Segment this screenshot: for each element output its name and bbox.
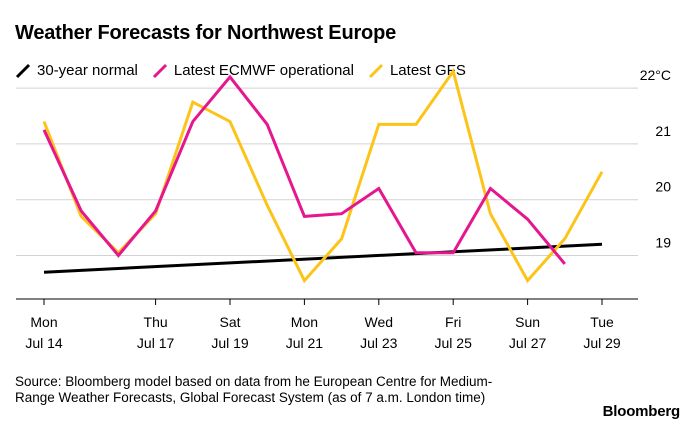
legend-swatch-gfs-icon xyxy=(368,63,384,79)
bloomberg-logo: Bloomberg xyxy=(602,403,681,420)
x-tick-label-date-0: Jul 14 xyxy=(25,335,63,351)
y-tick-label-1: 20 xyxy=(655,179,671,195)
x-tick-label-day-6: Sun xyxy=(515,314,540,330)
x-tick-label-date-1: Jul 17 xyxy=(137,335,175,351)
x-tick-label-day-7: Tue xyxy=(590,314,614,330)
source-note: Source: Bloomberg model based on data fr… xyxy=(15,374,493,405)
y-tick-label-0: 19 xyxy=(655,235,671,251)
legend: 30-year normal Latest ECMWF operational … xyxy=(15,62,480,79)
legend-swatch-normal-icon xyxy=(15,63,31,79)
legend-label-ecmwf: Latest ECMWF operational xyxy=(173,62,354,79)
x-tick-label-day-5: Fri xyxy=(445,314,461,330)
x-tick-label-day-0: Mon xyxy=(30,314,57,330)
legend-swatch-ecmwf-icon xyxy=(152,63,168,79)
x-tick-label-day-1: Thu xyxy=(144,314,168,330)
legend-item-ecmwf: Latest ECMWF operational xyxy=(152,62,354,79)
x-tick-label-date-3: Jul 21 xyxy=(286,335,324,351)
legend-item-normal: 30-year normal xyxy=(15,62,138,79)
series-line-ecmwf xyxy=(42,74,566,265)
x-tick-label-day-4: Wed xyxy=(365,314,394,330)
legend-item-gfs: Latest GFS xyxy=(368,62,466,79)
x-tick-label-date-2: Jul 19 xyxy=(211,335,249,351)
x-tick-label-date-5: Jul 25 xyxy=(435,335,473,351)
x-tick-label-date-6: Jul 27 xyxy=(509,335,547,351)
legend-label-gfs: Latest GFS xyxy=(389,62,466,79)
legend-label-normal: 30-year normal xyxy=(37,62,138,79)
y-tick-label-3: 22°C xyxy=(640,67,671,83)
x-tick-label-day-2: Sat xyxy=(219,314,240,330)
chart-title: Weather Forecasts for Northwest Europe xyxy=(15,22,397,44)
x-tick-label-date-7: Jul 29 xyxy=(583,335,621,351)
y-tick-label-2: 21 xyxy=(655,123,671,139)
x-tick-label-date-4: Jul 23 xyxy=(360,335,398,351)
x-tick-label-day-3: Mon xyxy=(291,314,318,330)
